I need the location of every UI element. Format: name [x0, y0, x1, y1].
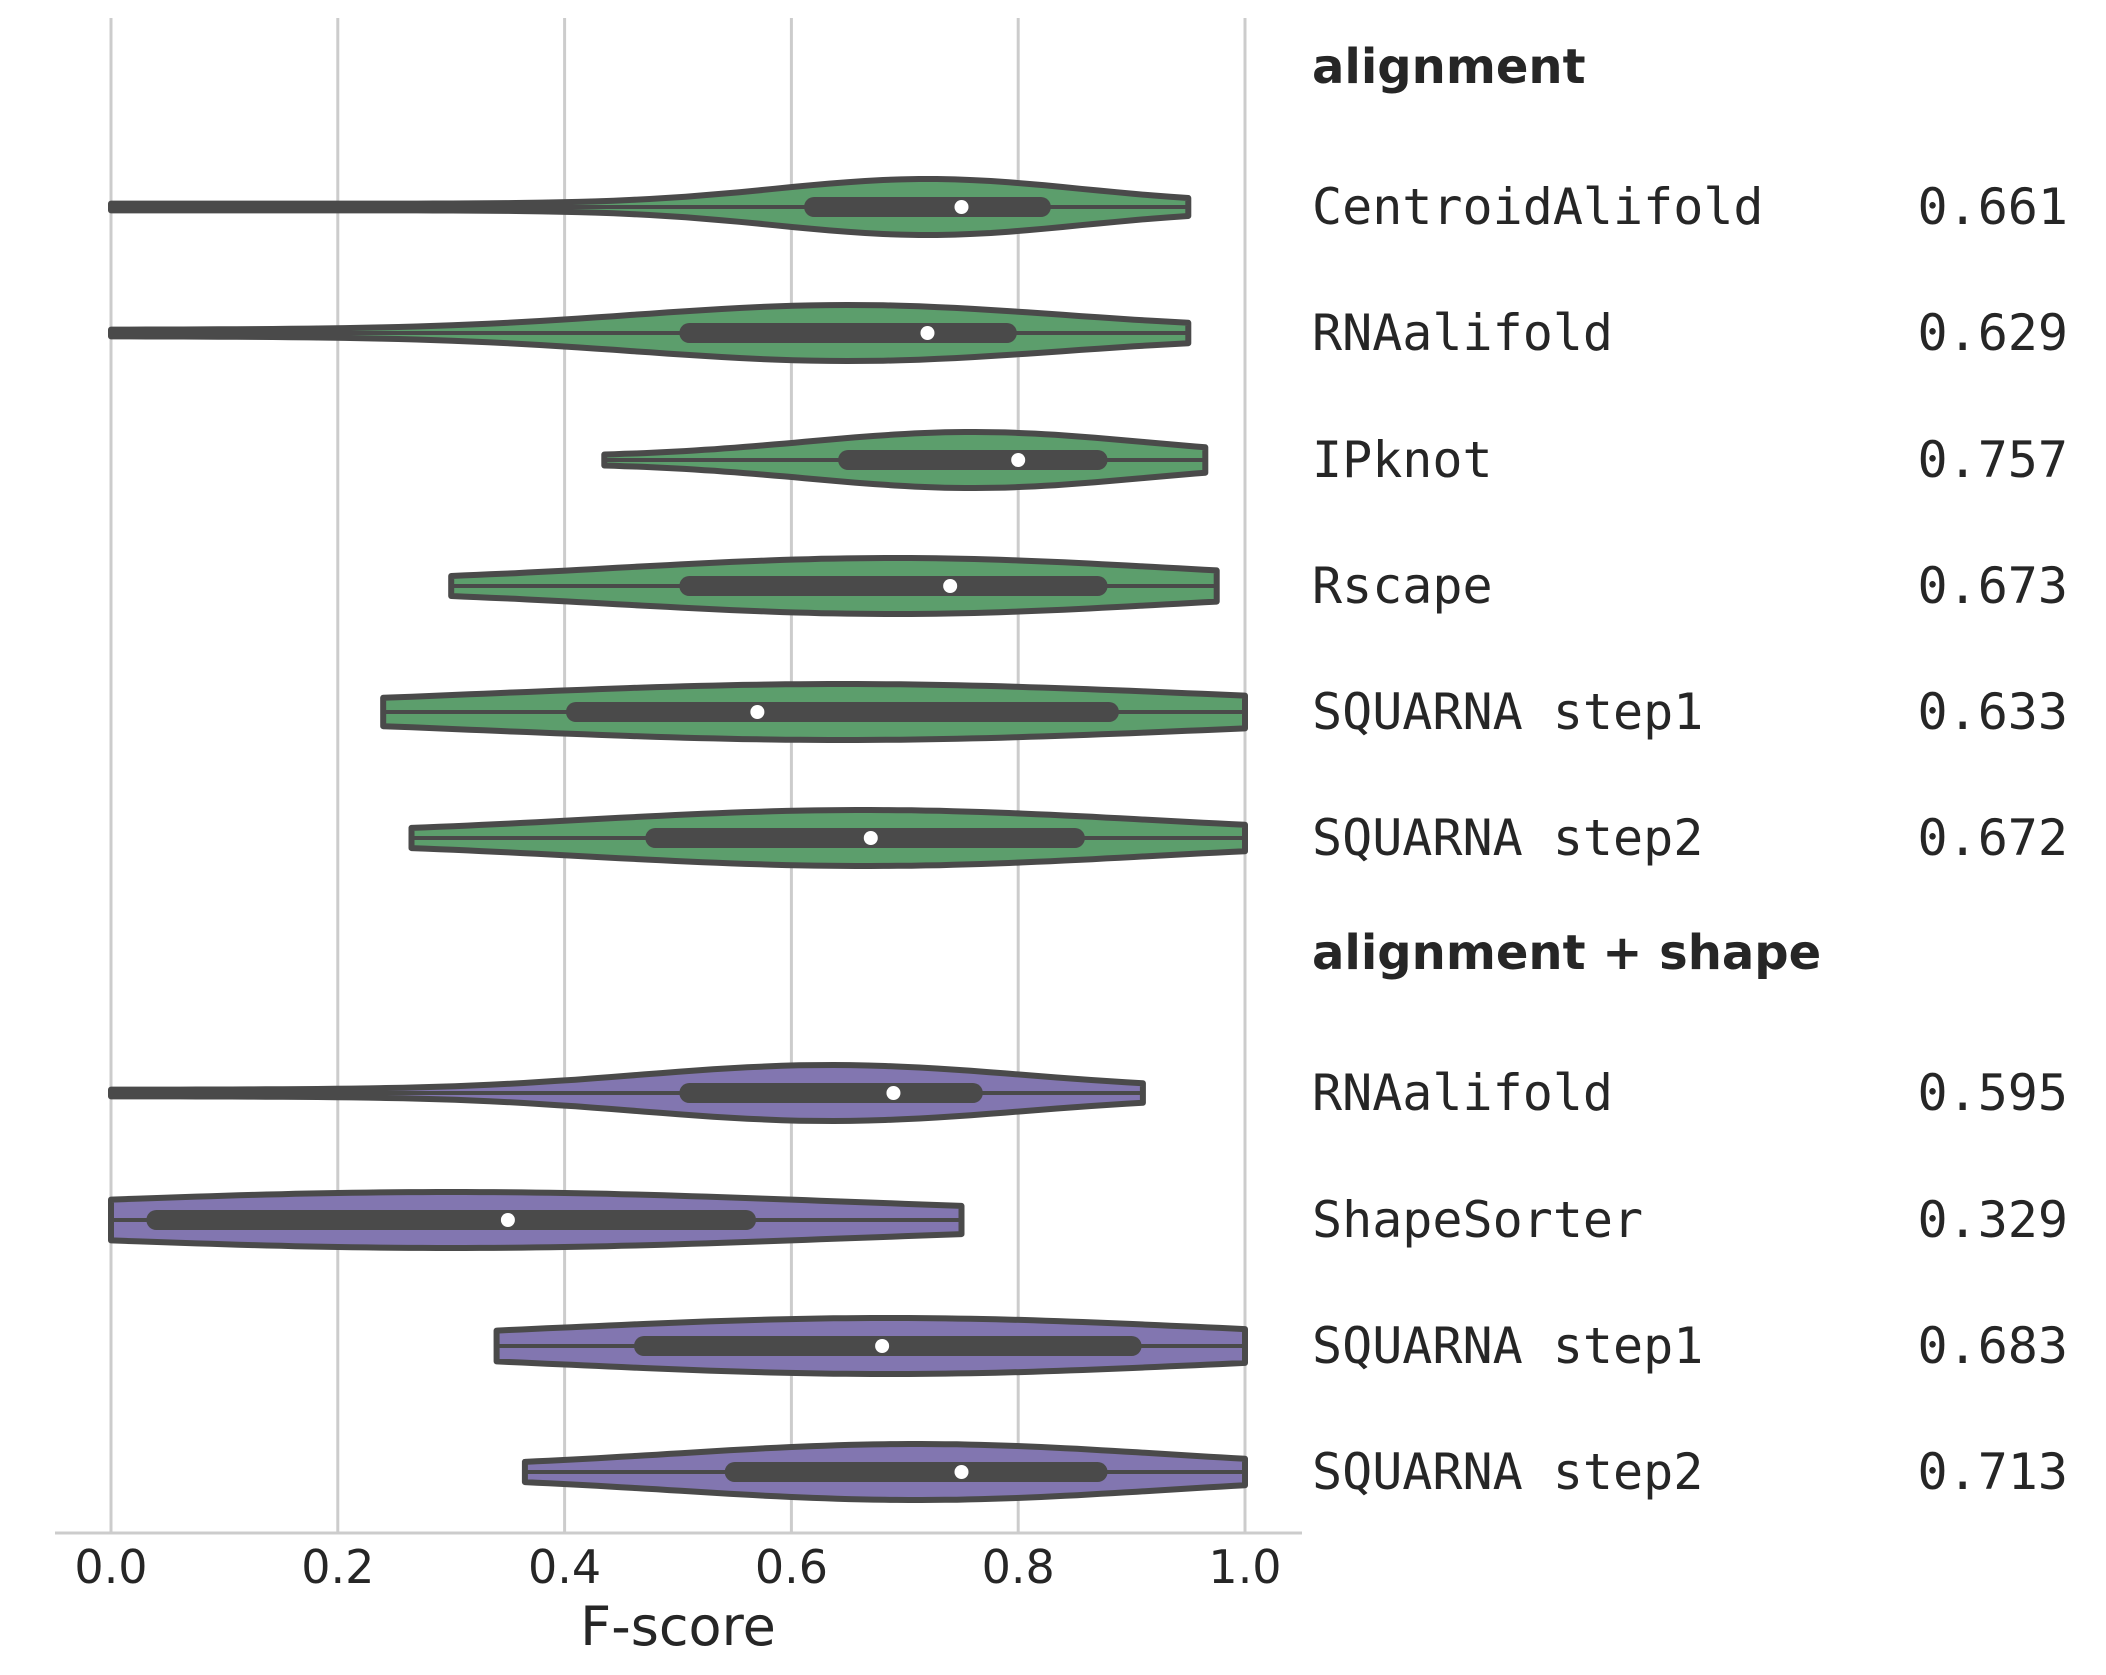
- method-name: SQUARNA step2: [1312, 809, 1703, 867]
- violin: [521, 1441, 1248, 1503]
- violin: [108, 1189, 965, 1251]
- method-name: Rscape: [1312, 557, 1493, 615]
- median-dot: [500, 1213, 515, 1227]
- median-dot: [863, 831, 878, 845]
- x-tick-label: 0.2: [301, 1540, 374, 1594]
- median-dot: [954, 1465, 969, 1479]
- method-score: 0.661: [1917, 178, 2068, 236]
- median-dot: [920, 326, 935, 340]
- method-name: IPknot: [1312, 431, 1493, 489]
- method-name: SQUARNA step1: [1312, 1317, 1703, 1375]
- x-tick-label: 0.0: [74, 1540, 147, 1594]
- x-tick-label: 0.8: [982, 1540, 1055, 1594]
- violin: [108, 302, 1192, 364]
- method-name: CentroidAlifold: [1312, 178, 1764, 236]
- median-dot: [943, 579, 958, 593]
- median-dot: [1011, 453, 1026, 467]
- method-name: SQUARNA step1: [1312, 683, 1703, 741]
- method-labels: alignment CentroidAlifold 0.661 RNAalifold 0…: [1312, 39, 2068, 1501]
- x-axis-title: F-score: [580, 1595, 776, 1658]
- median-dot: [750, 705, 765, 719]
- method-score: 0.329: [1917, 1191, 2068, 1249]
- group-header: alignment: [1312, 39, 1586, 95]
- method-name: RNAalifold: [1312, 304, 1613, 362]
- violin: [601, 429, 1209, 491]
- method-score: 0.595: [1917, 1064, 2068, 1122]
- method-score: 0.673: [1917, 557, 2068, 615]
- method-score: 0.633: [1917, 683, 2068, 741]
- violin: [380, 681, 1248, 743]
- violin: [408, 807, 1248, 869]
- median-dot: [886, 1086, 901, 1100]
- x-tick-label: 1.0: [1208, 1540, 1281, 1594]
- method-name: SQUARNA step2: [1312, 1443, 1703, 1501]
- method-score: 0.672: [1917, 809, 2068, 867]
- violin: [108, 176, 1192, 238]
- x-tick-label: 0.4: [528, 1540, 601, 1594]
- x-tick-labels: 0.0 0.2 0.4 0.6 0.8 1.0: [74, 1540, 1281, 1594]
- x-tick-label: 0.6: [755, 1540, 828, 1594]
- violin: [448, 555, 1220, 617]
- violin: [493, 1315, 1248, 1377]
- method-score: 0.713: [1917, 1443, 2068, 1501]
- method-name: ShapeSorter: [1312, 1191, 1643, 1249]
- median-dot: [875, 1339, 890, 1353]
- method-score: 0.629: [1917, 304, 2068, 362]
- group-header: alignment + shape: [1312, 925, 1821, 981]
- median-dot: [954, 200, 969, 214]
- method-score: 0.683: [1917, 1317, 2068, 1375]
- method-name: RNAalifold: [1312, 1064, 1613, 1122]
- method-score: 0.757: [1917, 431, 2068, 489]
- violin: [108, 1062, 1146, 1124]
- violins: [108, 176, 1248, 1503]
- grid-lines: [109, 18, 1247, 1533]
